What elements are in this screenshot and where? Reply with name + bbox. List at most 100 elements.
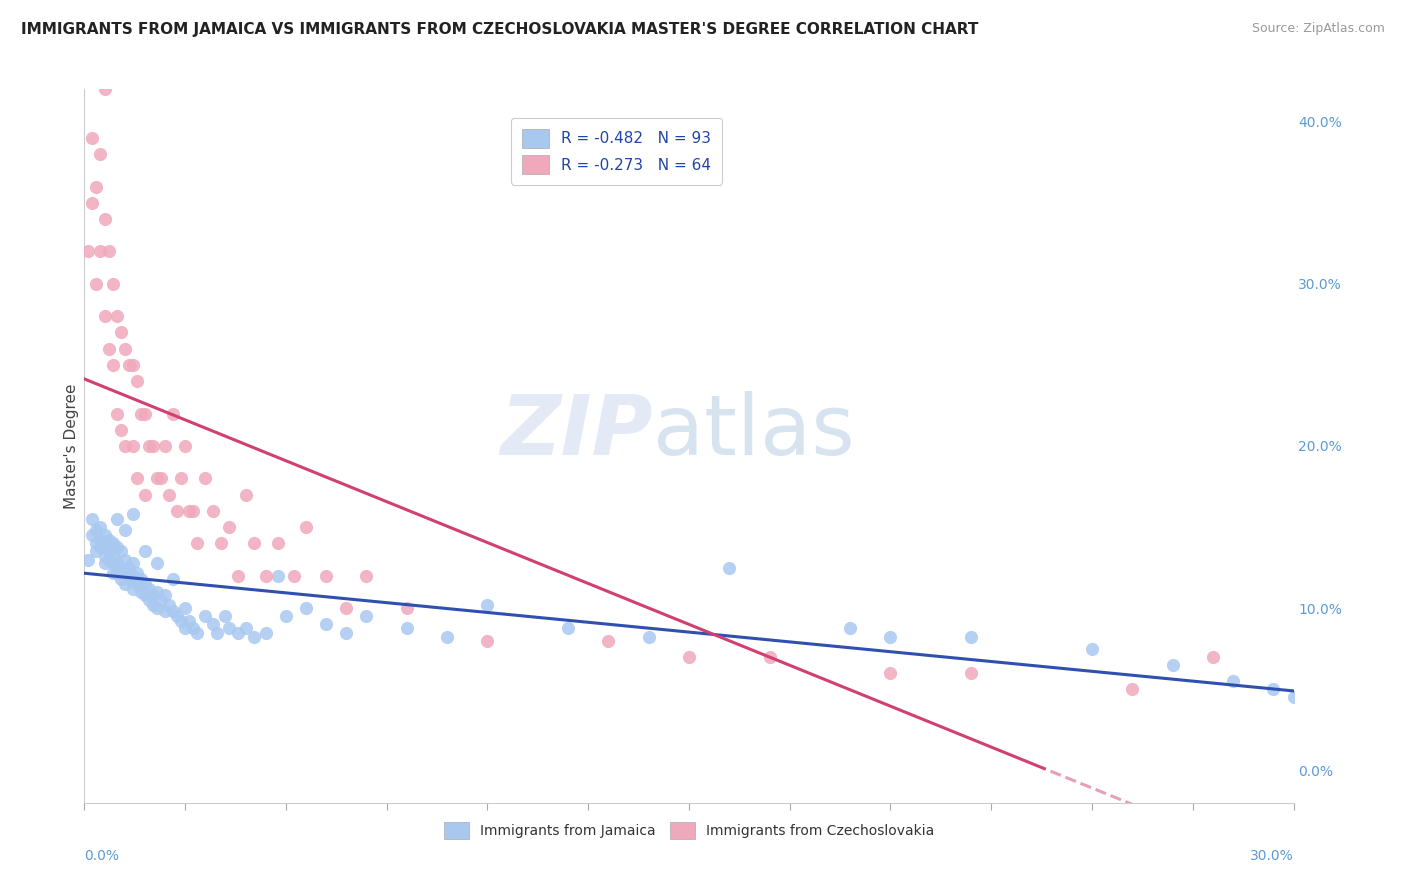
Point xyxy=(97,533,120,547)
Point xyxy=(170,614,193,628)
Point xyxy=(86,536,108,550)
Point xyxy=(114,577,136,591)
Point xyxy=(202,617,225,632)
Point xyxy=(1282,690,1305,705)
Point xyxy=(89,533,111,547)
Point xyxy=(125,471,148,485)
Point xyxy=(174,439,197,453)
Point xyxy=(157,488,180,502)
Point xyxy=(181,504,204,518)
Point xyxy=(1161,657,1184,672)
Point xyxy=(356,609,378,624)
Point xyxy=(121,582,143,596)
Point xyxy=(86,524,108,538)
Y-axis label: Master's Degree: Master's Degree xyxy=(63,384,79,508)
Point xyxy=(267,568,290,582)
Point xyxy=(235,621,257,635)
Point xyxy=(125,374,148,388)
Point xyxy=(315,617,337,632)
Point xyxy=(97,342,120,356)
Point xyxy=(146,471,169,485)
Point xyxy=(218,520,240,534)
Point xyxy=(395,601,418,615)
Point xyxy=(166,504,188,518)
Point xyxy=(356,568,378,582)
Point xyxy=(121,568,143,582)
Point xyxy=(142,439,165,453)
Point xyxy=(118,560,141,574)
Point xyxy=(134,488,156,502)
Point xyxy=(637,631,659,645)
Point xyxy=(129,407,152,421)
Point xyxy=(186,536,208,550)
Point xyxy=(134,407,156,421)
Point xyxy=(254,625,277,640)
Point xyxy=(118,358,141,372)
Point xyxy=(315,568,337,582)
Point xyxy=(295,601,318,615)
Point xyxy=(235,488,257,502)
Point xyxy=(114,566,136,580)
Point xyxy=(170,471,193,485)
Point xyxy=(121,439,143,453)
Point xyxy=(110,544,132,558)
Point xyxy=(114,524,136,538)
Point xyxy=(86,277,108,291)
Point xyxy=(153,588,176,602)
Point xyxy=(179,504,201,518)
Point xyxy=(335,625,357,640)
Point xyxy=(110,326,132,340)
Point xyxy=(477,633,499,648)
Point xyxy=(153,439,176,453)
Point xyxy=(267,536,290,550)
Point xyxy=(82,528,104,542)
Point xyxy=(146,585,169,599)
Point xyxy=(395,621,418,635)
Text: atlas: atlas xyxy=(652,392,855,472)
Point xyxy=(77,552,100,566)
Point xyxy=(179,614,201,628)
Point xyxy=(134,544,156,558)
Point xyxy=(105,512,128,526)
Point xyxy=(718,560,741,574)
Point xyxy=(101,277,124,291)
Point xyxy=(174,621,197,635)
Point xyxy=(678,649,700,664)
Point xyxy=(125,566,148,580)
Point xyxy=(101,358,124,372)
Point xyxy=(105,407,128,421)
Point xyxy=(598,633,620,648)
Text: 0.0%: 0.0% xyxy=(84,849,120,863)
Point xyxy=(114,342,136,356)
Point xyxy=(138,593,160,607)
Point xyxy=(97,544,120,558)
Point xyxy=(194,609,217,624)
Point xyxy=(186,625,208,640)
Point xyxy=(242,536,264,550)
Point xyxy=(82,512,104,526)
Point xyxy=(1263,682,1285,697)
Point xyxy=(162,407,184,421)
Point xyxy=(97,244,120,259)
Point xyxy=(86,179,108,194)
Point xyxy=(89,520,111,534)
Point xyxy=(105,540,128,554)
Point xyxy=(134,588,156,602)
Point xyxy=(101,548,124,562)
Point xyxy=(162,604,184,618)
Legend: Immigrants from Jamaica, Immigrants from Czechoslovakia: Immigrants from Jamaica, Immigrants from… xyxy=(437,815,941,846)
Point xyxy=(274,609,297,624)
Point xyxy=(218,621,240,635)
Point xyxy=(1121,682,1143,697)
Point xyxy=(105,556,128,570)
Point xyxy=(557,621,579,635)
Point xyxy=(207,625,229,640)
Point xyxy=(114,552,136,566)
Point xyxy=(960,631,983,645)
Point xyxy=(436,631,458,645)
Point xyxy=(149,471,172,485)
Point xyxy=(157,598,180,612)
Point xyxy=(149,593,172,607)
Point xyxy=(879,666,901,681)
Point xyxy=(114,439,136,453)
